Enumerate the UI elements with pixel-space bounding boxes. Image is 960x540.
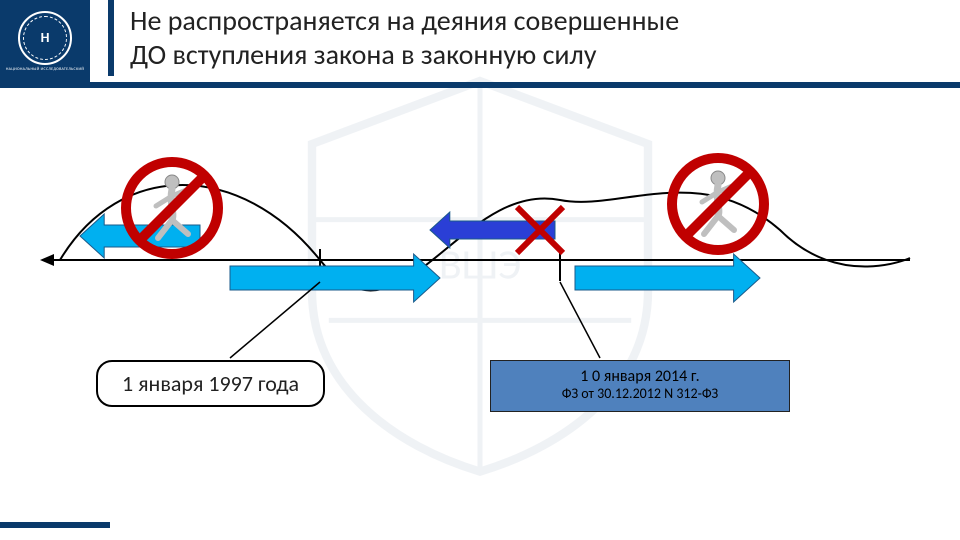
label-right: 1 0 января 2014 г. ФЗ от 30.12.2012 N 31… [490, 360, 790, 412]
logo: Н НАЦИОНАЛЬНЫЙ ИССЛЕДОВАТЕЛЬСКИЙ [0, 0, 90, 82]
label-left: 1 января 1997 года [96, 360, 325, 407]
axis-arrowhead-left [40, 254, 54, 266]
header-vline [108, 0, 114, 76]
logo-monogram: Н [18, 11, 72, 65]
connector-left [230, 282, 320, 358]
label-right-line2: ФЗ от 30.12.2012 N 312-ФЗ [509, 386, 771, 403]
arrow-a-fwd-left [230, 254, 440, 302]
title-line1: Не распространяется на деяния совершенны… [130, 3, 679, 38]
logo-caption: НАЦИОНАЛЬНЫЙ ИССЛЕДОВАТЕЛЬСКИЙ [6, 67, 84, 72]
page-title: Не распространяется на деяния совершенны… [130, 0, 960, 71]
arrow-a-fwd-right [575, 254, 760, 302]
header: Н НАЦИОНАЛЬНЫЙ ИССЛЕДОВАТЕЛЬСКИЙ Не расп… [0, 0, 960, 82]
timeline-diagram [0, 100, 960, 360]
connector-right [560, 282, 600, 358]
label-right-line1: 1 0 января 2014 г. [509, 367, 771, 386]
title-line2: ДО вступления закона в законную силу [130, 37, 597, 72]
label-left-text: 1 января 1997 года [122, 370, 299, 397]
header-hline [0, 82, 960, 88]
logo-monogram-text: Н [41, 29, 50, 46]
footer-bar [0, 522, 110, 528]
